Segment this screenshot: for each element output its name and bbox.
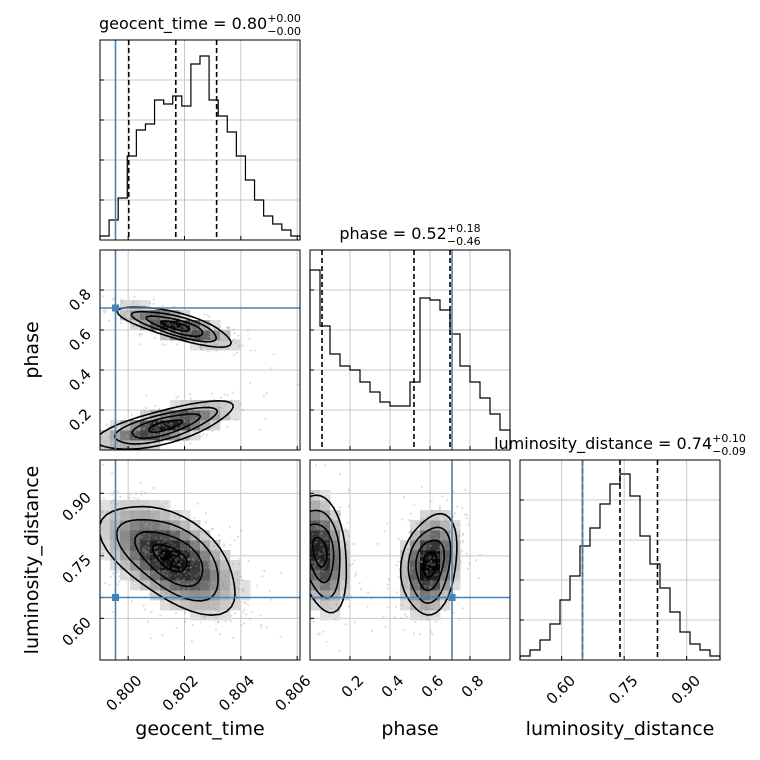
histogram-geocent_time (99, 55, 301, 240)
title-phase: phase = 0.52+0.18 −0.46 (339, 222, 480, 248)
panel-frame (309, 459, 511, 661)
title-geocent_time: geocent_time = 0.80+0.00 −0.00 (99, 12, 301, 38)
scatter-panel-phase-luminosity_distance (309, 459, 511, 661)
y-axis-label-phase: phase (21, 321, 43, 378)
panel-frame (309, 249, 511, 451)
truth-marker (111, 304, 119, 312)
truth-marker (111, 594, 119, 601)
scatter-panel-geocent_time-luminosity_distance (99, 459, 301, 661)
contours (100, 306, 234, 450)
x-axis-label-geocent_time: geocent_time (135, 718, 264, 740)
hist-panel-luminosity_distance (519, 459, 721, 661)
panel-frame (99, 459, 301, 661)
x-axis-label-phase: phase (381, 718, 438, 740)
x-axis-label-luminosity_distance: luminosity_distance (526, 718, 715, 740)
grid-lines (310, 250, 510, 450)
y-axis-label-luminosity_distance: luminosity_distance (21, 466, 43, 655)
truth-marker (448, 594, 456, 601)
panel-frame (99, 39, 301, 241)
contours (100, 505, 236, 617)
panel-frame (519, 459, 721, 661)
hist-panel-geocent_time (99, 39, 301, 241)
panel-frame (99, 249, 301, 451)
hist-panel-phase (309, 249, 511, 451)
contours (310, 494, 458, 616)
title-luminosity_distance: luminosity_distance = 0.74+0.10 −0.09 (494, 432, 746, 458)
scatter-panel-geocent_time-phase (99, 249, 301, 451)
histogram-phase (309, 269, 511, 450)
